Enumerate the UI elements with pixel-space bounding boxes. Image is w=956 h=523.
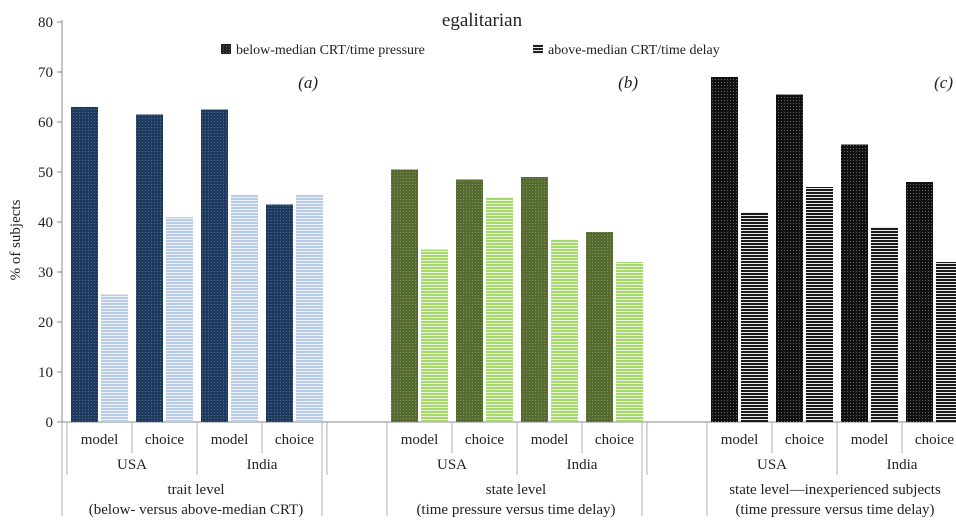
dotted-square-icon <box>221 44 231 54</box>
y-tick-label: 40 <box>38 215 53 231</box>
bar-below-median <box>456 179 483 422</box>
y-tick-label: 10 <box>38 365 53 381</box>
section-label: state level—inexperienced subjects <box>729 482 941 498</box>
group-label: India <box>887 457 918 473</box>
category-label: model <box>851 432 889 448</box>
chart-title: egalitarian <box>442 10 523 31</box>
bar-below-median <box>136 114 163 422</box>
bar-above-median <box>806 187 833 422</box>
category-label: model <box>211 432 249 448</box>
legend: below-median CRT/time pressure above-med… <box>221 43 720 58</box>
y-tick-label: 50 <box>38 165 53 181</box>
bar-above-median <box>101 294 128 422</box>
striped-square-icon <box>533 44 543 54</box>
panel-letter: (c) <box>934 73 953 92</box>
bar-above-median <box>421 249 448 422</box>
group-label: USA <box>757 457 787 473</box>
y-tick-label: 0 <box>46 415 54 431</box>
section-sublabel: (below- versus above-median CRT) <box>89 502 303 518</box>
bar-below-median <box>586 232 613 422</box>
y-tick-label: 60 <box>38 115 53 131</box>
y-tick-label: 70 <box>38 65 53 81</box>
category-label: model <box>401 432 439 448</box>
section-label: state level <box>486 482 546 498</box>
bar-above-median <box>936 262 956 422</box>
bar-above-median <box>296 194 323 422</box>
group-label: India <box>247 457 278 473</box>
bar-above-median <box>871 227 898 422</box>
bar-above-median <box>741 212 768 422</box>
bar-above-median <box>486 197 513 422</box>
bar-below-median <box>841 144 868 422</box>
category-label: model <box>531 432 569 448</box>
group-label: India <box>567 457 598 473</box>
bar-below-median <box>71 107 98 422</box>
category-label: choice <box>275 432 314 448</box>
y-tick-label: 30 <box>38 265 53 281</box>
group-label: USA <box>117 457 147 473</box>
category-label: choice <box>145 432 184 448</box>
category-label: choice <box>915 432 954 448</box>
legend-label-below: below-median CRT/time pressure <box>236 43 425 58</box>
bar-below-median <box>906 182 933 422</box>
section-sublabel: (time pressure versus time delay) <box>735 502 934 518</box>
bar-below-median <box>521 177 548 422</box>
y-axis-label: % of subjects <box>8 199 24 280</box>
panel-letter: (b) <box>618 73 638 92</box>
y-tick-label: 20 <box>38 315 53 331</box>
y-tick-label: 80 <box>38 15 53 31</box>
category-label: model <box>721 432 759 448</box>
bar-above-median <box>551 239 578 422</box>
bar-above-median <box>231 194 258 422</box>
category-label: choice <box>785 432 824 448</box>
labels: 0 10 20 30 40 50 60 70 80 (a) model choice USA model c… <box>38 15 954 518</box>
category-label: choice <box>595 432 634 448</box>
bar-above-median <box>616 262 643 422</box>
bar-below-median <box>266 204 293 422</box>
bar-below-median <box>391 169 418 422</box>
bar-above-median <box>166 217 193 422</box>
section-sublabel: (time pressure versus time delay) <box>416 502 615 518</box>
category-label: choice <box>465 432 504 448</box>
group-label: USA <box>437 457 467 473</box>
section-label: trait level <box>167 482 224 498</box>
bar-below-median <box>201 109 228 422</box>
legend-label-above: above-median CRT/time delay <box>548 43 720 58</box>
panel-letter: (a) <box>298 73 318 92</box>
category-label: model <box>81 432 119 448</box>
bar-below-median <box>711 77 738 422</box>
bars <box>71 77 956 422</box>
bar-below-median <box>776 94 803 422</box>
